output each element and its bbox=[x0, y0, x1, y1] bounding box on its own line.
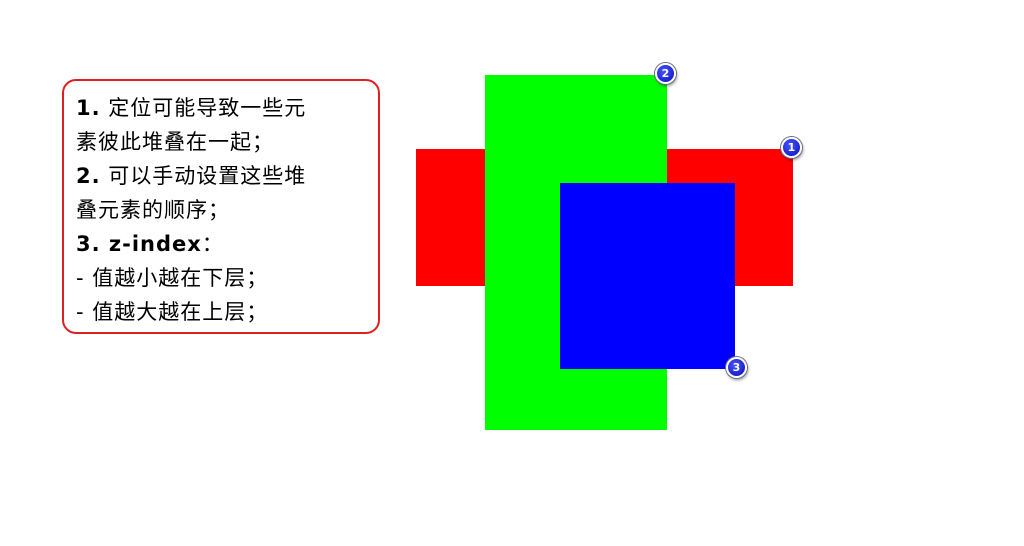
badge-1: 1 bbox=[781, 137, 802, 158]
note-line-5: 3. z-index： bbox=[76, 232, 224, 256]
note-line-3: 2. 可以手动设置这些堆 bbox=[76, 164, 307, 188]
note-line-7: - 值越大越在上层； bbox=[76, 300, 269, 324]
badge-2: 2 bbox=[655, 63, 676, 84]
note-line-2: 素彼此堆叠在一起； bbox=[76, 130, 274, 154]
blue-box bbox=[560, 183, 735, 369]
explanation-note: 1. 定位可能导致一些元 素彼此堆叠在一起； 2. 可以手动设置这些堆 叠元素的… bbox=[62, 79, 380, 334]
note-line-6: - 值越小越在下层； bbox=[76, 266, 269, 290]
badge-3: 3 bbox=[726, 357, 747, 378]
note-line-4: 叠元素的顺序； bbox=[76, 198, 230, 222]
note-line-1: 1. 定位可能导致一些元 bbox=[76, 96, 307, 120]
